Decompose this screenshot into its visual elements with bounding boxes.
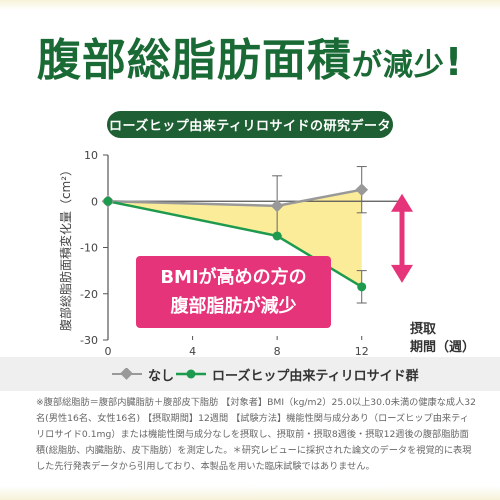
data-point-none xyxy=(355,183,369,197)
circle-marker-icon xyxy=(176,369,206,379)
arrow-up-icon xyxy=(391,193,413,212)
y-tick-label: -20 xyxy=(80,288,98,301)
y-tick-label: 0 xyxy=(91,195,98,208)
x-axis-label-line2: 期間（週） xyxy=(410,339,475,355)
footnote: ※腹部総脂肪＝腹部内臓脂肪＋腹部皮下脂肪 【対象者】BMI（kg/m2）25.0… xyxy=(36,397,476,472)
arrow-down-icon xyxy=(391,264,413,283)
subtitle-text: ローズヒップ由来ティリロサイドの研究データ xyxy=(108,119,392,134)
subtitle-bar: ローズヒップ由来ティリロサイドの研究データ xyxy=(107,111,393,138)
y-tick-label: -10 xyxy=(80,242,98,255)
data-point-tiliroside xyxy=(103,196,113,206)
top-band xyxy=(0,0,500,10)
x-tick-label: 4 xyxy=(189,345,196,358)
legend-label-none: なし xyxy=(148,368,175,384)
legend-item-tiliroside: ローズヒップ由来ティリロサイド群 xyxy=(176,357,419,391)
legend-label-tiliroside: ローズヒップ由来ティリロサイド群 xyxy=(212,368,419,384)
headline: 腹部総脂肪面積が減少! xyxy=(0,24,500,88)
diamond-marker-icon xyxy=(112,368,142,380)
data-point-tiliroside xyxy=(357,282,367,292)
callout-box: BMIが高めの方の 腹部脂肪が減少 xyxy=(136,256,331,328)
headline-exclaim: ! xyxy=(444,40,464,84)
x-tick-label: 8 xyxy=(274,345,281,358)
headline-sub: が減少 xyxy=(351,48,445,83)
y-tick-label: 10 xyxy=(84,149,98,162)
y-tick-label: -30 xyxy=(80,334,98,347)
y-axis-label: 腹部総脂肪面積変化量（cm²） xyxy=(58,164,73,331)
legend: なし ローズヒップ由来ティリロサイド群 xyxy=(0,357,500,391)
callout-line1: BMIが高めの方の xyxy=(160,267,307,288)
callout-line2: 腹部脂肪が減少 xyxy=(170,296,297,317)
chart: 10 0 -10 -20 -30 0 4 8 12 摂取期間（週） 腹部総脂肪面積変化量（cm²） xyxy=(58,149,475,358)
headline-main: 腹部総脂肪面積 xyxy=(36,35,352,86)
x-tick-label: 12 xyxy=(355,345,369,358)
data-point-none xyxy=(270,199,284,213)
x-axis-label-line1: 摂取 xyxy=(410,321,437,337)
bottom-band xyxy=(0,486,500,500)
legend-item-none: なし xyxy=(112,357,174,391)
data-point-tiliroside xyxy=(272,231,282,241)
x-tick-label: 0 xyxy=(105,345,112,358)
